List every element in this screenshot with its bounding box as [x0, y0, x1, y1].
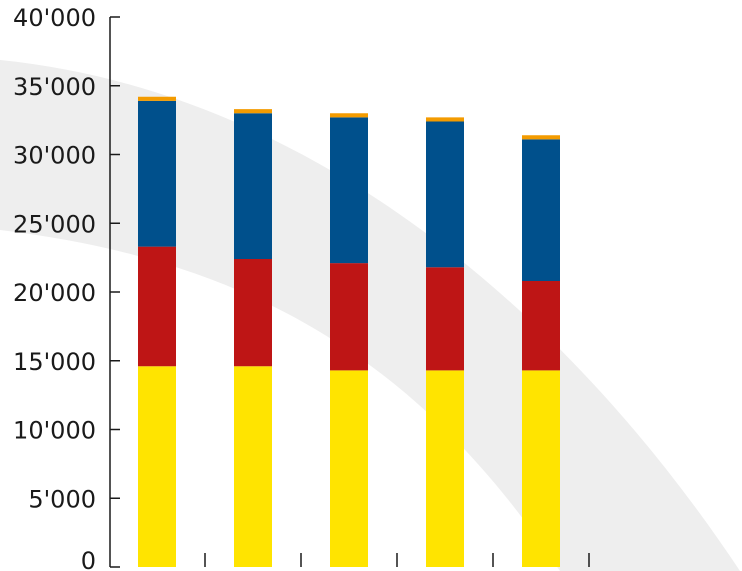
- bar-segment: [330, 370, 368, 567]
- x-axis-ticks: [204, 553, 590, 567]
- bar-segment: [234, 109, 272, 114]
- y-tick-label: 10'000: [13, 417, 96, 445]
- bar-segment: [234, 259, 272, 367]
- bar-segment: [426, 121, 464, 268]
- bar-segment: [426, 370, 464, 567]
- bar-segment: [234, 366, 272, 567]
- bar-segment: [522, 139, 560, 281]
- y-tick-label: 5'000: [28, 485, 96, 513]
- bar-segment: [330, 263, 368, 371]
- y-tick-label: 40'000: [13, 4, 96, 32]
- bar-segment: [330, 113, 368, 118]
- y-tick-label: 15'000: [13, 348, 96, 376]
- y-tick-label: 25'000: [13, 210, 96, 238]
- bar-segment: [426, 267, 464, 371]
- y-tick-label: 30'000: [13, 142, 96, 170]
- bar-segment: [138, 100, 176, 247]
- bar-segment: [234, 113, 272, 259]
- bar-segment: [330, 117, 368, 264]
- bars-layer: [138, 96, 560, 567]
- y-tick-label: 35'000: [13, 73, 96, 101]
- y-axis: 0 5'000 10'000 15'000 20'000 25'000 30'000 35'0…: [13, 4, 120, 571]
- y-tick-label: 20'000: [13, 279, 96, 307]
- bar-segment: [522, 370, 560, 567]
- bar-segment: [522, 281, 560, 371]
- bar-segment: [138, 246, 176, 367]
- background-swoosh: [0, 60, 740, 571]
- bar-segment: [138, 366, 176, 567]
- bar-segment: [426, 117, 464, 122]
- y-tick-label: 0: [81, 547, 96, 571]
- bar-segment: [138, 96, 176, 101]
- bar-segment: [522, 135, 560, 140]
